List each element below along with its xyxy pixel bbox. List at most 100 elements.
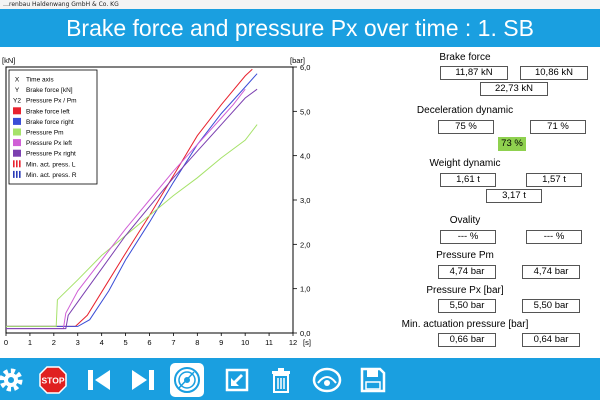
bottom-toolbar: STOP — [0, 358, 600, 400]
brake-force-chart: [kN] [bar]0 1 2 3 4 5 6 7 8 9 10 11 12 [s]0,01,02,03,0… — [2, 56, 311, 347]
legend-symbol: Y — [15, 87, 20, 94]
ovality-left-value: --- % — [440, 230, 496, 244]
x-tick-label: 2 — [52, 338, 56, 347]
settings-button[interactable] — [0, 363, 28, 397]
series-line — [6, 73, 258, 327]
legend-swatch — [13, 128, 21, 136]
legend-label: Pressure Px left — [26, 140, 72, 147]
legend-label: Min. act. press. L — [26, 161, 76, 168]
series-line — [6, 88, 246, 330]
weight-total-value: 3,17 t — [486, 189, 542, 203]
x-tick-label: 6 — [147, 338, 151, 347]
legend-label: Pressure Pm — [26, 130, 64, 137]
legend-swatch-dashed — [19, 170, 21, 178]
deceleration-right-value: 71 % — [530, 120, 586, 134]
legend-swatch — [13, 117, 21, 125]
brake-force-right-value: 10,86 kN — [520, 66, 588, 80]
x-tick-label: 8 — [195, 338, 199, 347]
series-line — [6, 88, 258, 330]
window-titlebar: …renbau Haldenwang GmbH & Co. KG — [0, 0, 600, 9]
trash-icon — [272, 368, 290, 393]
y-left-unit: [kN] — [2, 56, 15, 65]
legend-swatch-dashed — [16, 170, 18, 178]
brake-force-left-value: 11,87 kN — [440, 66, 508, 80]
pressure-pm-right-value: 4,74 bar — [522, 265, 580, 279]
x-tick-label: 3 — [76, 338, 80, 347]
stop-label: STOP — [42, 376, 65, 386]
brake-drum-icon — [312, 367, 342, 393]
brake-drum-button[interactable] — [310, 363, 344, 397]
x-tick-label: 11 — [265, 338, 273, 347]
min-actuation-left-value: 0,66 bar — [438, 333, 496, 347]
y-right-tick-label: 6,0 — [300, 63, 310, 72]
x-tick-label: 1 — [28, 338, 32, 347]
legend-swatch — [13, 149, 21, 157]
page-title: Brake force and pressure Px over time : … — [66, 15, 534, 41]
brake-force-total-value: 22,73 kN — [480, 82, 548, 96]
pressure-px-right-value: 5,50 bar — [522, 299, 580, 313]
legend-label: Pressure Px / Pm — [26, 98, 77, 105]
x-tick-label: 9 — [219, 338, 223, 347]
header-bar: Brake force and pressure Px over time : … — [0, 9, 600, 47]
legend-label: Brake force right — [26, 119, 74, 126]
y-right-tick-label: 4,0 — [300, 152, 310, 161]
legend-box — [8, 69, 98, 185]
export-button[interactable] — [220, 363, 254, 397]
min-actuation-right-value: 0,64 bar — [522, 333, 580, 347]
disc-button[interactable] — [170, 363, 204, 397]
legend-swatch-dashed — [13, 170, 15, 178]
series-line — [6, 124, 258, 327]
ovality-right-value: --- % — [526, 230, 582, 244]
y-right-tick-label: 1,0 — [300, 285, 310, 294]
x-tick-label: 7 — [171, 338, 175, 347]
pressure-pm-title: Pressure Pm — [436, 250, 494, 261]
legend-swatch-dashed — [13, 160, 15, 168]
min-actuation-title: Min. actuation pressure [bar] — [401, 319, 529, 330]
previous-icon — [88, 370, 110, 390]
next-button[interactable] — [126, 363, 160, 397]
brake-force-title: Brake force — [439, 52, 491, 63]
y-right-tick-label: 0,0 — [300, 329, 310, 338]
export-icon — [225, 368, 249, 392]
legend-symbol: X — [15, 77, 20, 84]
legend-label: Brake force left — [26, 108, 70, 115]
legend-label: Pressure Px right — [26, 151, 76, 158]
stop-button[interactable]: STOP — [36, 363, 70, 397]
weight-title: Weight dynamic — [429, 158, 501, 169]
pressure-pm-left-value: 4,74 bar — [438, 265, 496, 279]
y-right-tick-label: 2,0 — [300, 240, 310, 249]
weight-right-value: 1,57 t — [526, 173, 582, 187]
results-panel: Brake force 11,87 kN 10,86 kN 22,73 kN D… — [330, 47, 600, 357]
save-icon — [360, 367, 386, 393]
y-right-unit: [bar] — [290, 56, 305, 65]
pressure-px-title: Pressure Px [bar] — [426, 285, 504, 296]
save-button[interactable] — [356, 363, 390, 397]
x-unit-label: [s] — [303, 338, 311, 347]
delete-button[interactable] — [264, 363, 298, 397]
legend-swatch-dashed — [16, 160, 18, 168]
x-tick-label: 0 — [4, 338, 8, 347]
y-right-tick-label: 5,0 — [300, 107, 310, 116]
y-right-tick-label: 3,0 — [300, 196, 310, 205]
deceleration-title: Deceleration dynamic — [416, 105, 514, 116]
legend-label: Min. act. press. R — [26, 172, 77, 179]
chart-area: [kN] [bar] 0 1 2 3 4 5 6 7 8 9 10 11 12 [s] 0,0 1,0 2,0 3,0… — [0, 47, 330, 357]
weight-left-value: 1,61 t — [440, 173, 496, 187]
company-text: …renbau Haldenwang GmbH & Co. KG — [3, 1, 119, 8]
deceleration-total-value: 73 % — [498, 137, 526, 151]
x-tick-label: 4 — [100, 338, 104, 347]
stop-icon: STOP — [39, 366, 67, 394]
pressure-px-left-value: 5,50 bar — [438, 299, 496, 313]
x-tick-label: 10 — [241, 338, 249, 347]
legend-label: Time axis — [26, 77, 54, 84]
deceleration-left-value: 75 % — [438, 120, 494, 134]
disc-icon — [174, 367, 200, 393]
next-icon — [132, 370, 154, 390]
legend-symbol: Y2 — [13, 98, 21, 105]
ovality-title: Ovality — [449, 215, 481, 226]
legend-swatch-dashed — [19, 160, 21, 168]
previous-button[interactable] — [82, 363, 116, 397]
legend-label: Brake force [kN] — [26, 87, 73, 94]
legend-swatch — [13, 107, 21, 115]
legend-swatch — [13, 139, 21, 147]
